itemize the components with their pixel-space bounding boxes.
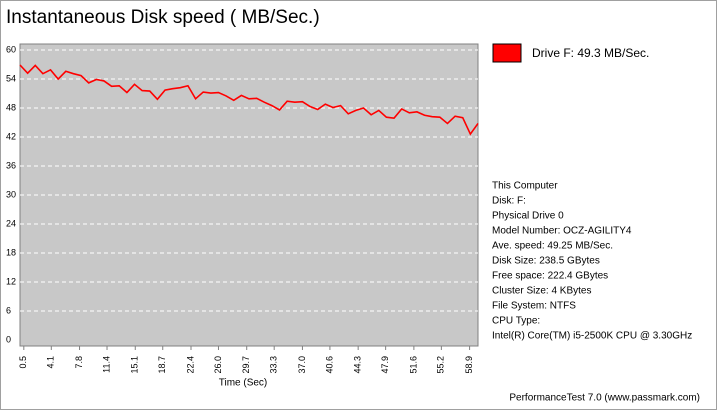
x-tick-label: 47.9 — [380, 356, 390, 374]
x-tick-label: 58.9 — [464, 356, 474, 374]
x-tick-label: 22.4 — [185, 356, 195, 374]
x-tick-label: 26.0 — [213, 356, 223, 374]
y-tick-label: 12 — [6, 276, 16, 286]
y-tick-label: 30 — [6, 189, 16, 199]
y-tick-label: 60 — [6, 44, 16, 54]
footer: PerformanceTest 7.0 (www.passmark.com) — [509, 393, 700, 404]
x-tick-label: 55.2 — [436, 356, 446, 374]
info-line: Cluster Size: 4 KBytes — [492, 286, 591, 297]
info-line: Free space: 222.4 GBytes — [492, 271, 608, 282]
x-tick-label: 15.1 — [130, 356, 140, 374]
plot-area — [19, 43, 479, 347]
info-line: CPU Type: — [492, 316, 540, 327]
x-tick-label: 29.7 — [241, 356, 251, 374]
x-tick-label: 37.0 — [297, 356, 307, 374]
x-axis-label: Time (Sec) — [219, 378, 268, 389]
y-tick-label: 0 — [6, 334, 11, 344]
x-tick-label: 33.3 — [269, 356, 279, 374]
data-line — [19, 64, 479, 136]
x-tick-label: 51.6 — [408, 356, 418, 374]
x-tick-label: 44.3 — [353, 356, 363, 374]
y-tick-label: 42 — [6, 131, 16, 141]
x-tick-label: 40.6 — [324, 356, 334, 374]
y-tick-label: 48 — [6, 102, 16, 112]
info-line: Disk Size: 238.5 GBytes — [492, 256, 600, 267]
x-tick-label: 18.7 — [157, 356, 167, 374]
y-tick-label: 54 — [6, 73, 16, 83]
info-line: Intel(R) Core(TM) i5-2500K CPU @ 3.30GHz — [492, 331, 692, 342]
info-line: Model Number: OCZ-AGILITY4 — [492, 226, 632, 237]
y-tick-label: 36 — [6, 160, 16, 170]
x-tick-label: 0.5 — [18, 356, 28, 369]
y-tick-label: 6 — [6, 305, 11, 315]
x-tick-label: 7.8 — [74, 356, 84, 369]
info-line: This Computer — [492, 181, 558, 192]
x-tick-label: 11.4 — [101, 356, 111, 373]
legend-label: Drive F: 49.3 MB/Sec. — [532, 46, 649, 60]
legend-swatch — [492, 43, 522, 63]
y-tick-label: 24 — [6, 218, 16, 228]
x-tick-label: 4.1 — [46, 356, 56, 369]
info-line: Disk: F: — [492, 196, 526, 207]
info-line: Physical Drive 0 — [492, 211, 564, 222]
chart-title: Instantaneous Disk speed ( MB/Sec.) — [6, 7, 320, 28]
y-tick-label: 18 — [6, 247, 16, 257]
info-line: Ave. speed: 49.25 MB/Sec. — [492, 241, 613, 252]
info-line: File System: NTFS — [492, 301, 576, 312]
